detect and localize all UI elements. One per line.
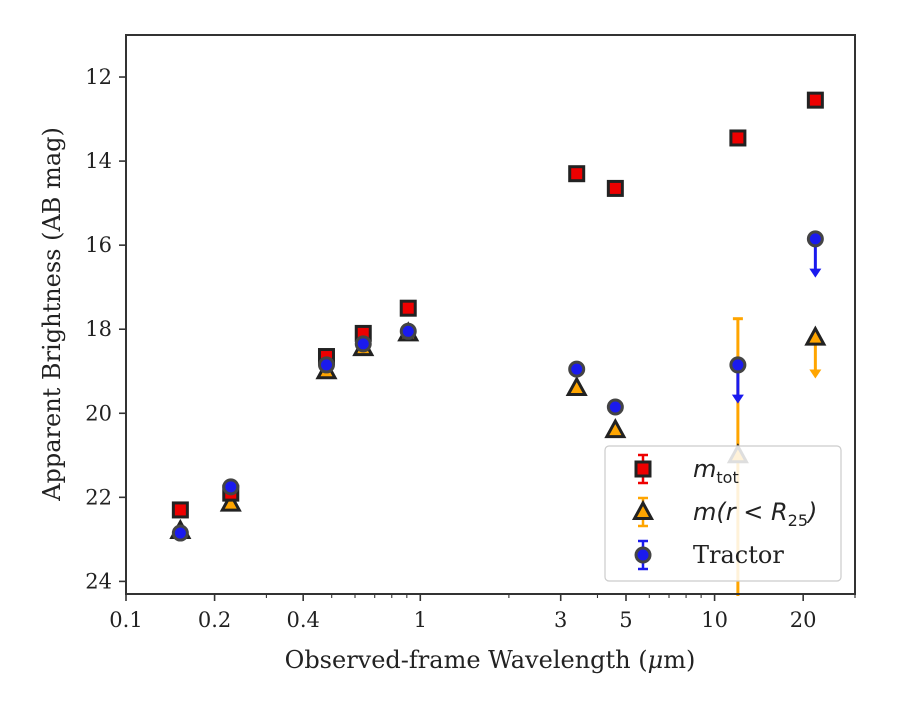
y-tick-label: 12 xyxy=(85,65,112,89)
x-tick-label: 0.4 xyxy=(286,608,319,632)
data-point-square xyxy=(806,91,824,109)
y-tick-label: 20 xyxy=(85,401,112,425)
data-point-circle xyxy=(729,356,747,374)
data-point-circle xyxy=(171,524,189,542)
plot-frame xyxy=(125,34,856,595)
upper-limit-arrow xyxy=(731,394,744,404)
data-point-triangle xyxy=(219,491,242,512)
upper-limit-arrow xyxy=(809,369,822,379)
data-point-circle xyxy=(317,356,335,374)
data-point-circle xyxy=(568,360,586,378)
legend-label-tractor: Tractor xyxy=(693,541,784,569)
data-point-square xyxy=(606,179,624,197)
data-point-square xyxy=(729,129,747,147)
data-point-triangle xyxy=(804,325,827,346)
data-point-square xyxy=(568,165,586,183)
x-tick-label: 10 xyxy=(701,608,728,632)
x-tick-label: 20 xyxy=(790,608,817,632)
legend-marker-triangle xyxy=(631,499,655,520)
legend-entry-mr25: m(r < R25) xyxy=(631,496,817,530)
legend-entry-tractor: Tractor xyxy=(634,539,784,571)
series-tractor xyxy=(171,230,824,542)
data-point-square xyxy=(171,501,189,519)
y-tick-label: 14 xyxy=(85,149,112,173)
x-axis-label: Observed-frame Wavelength (μm) xyxy=(285,646,696,674)
legend-label-mr25: m(r < R25) xyxy=(693,498,817,530)
legend-box xyxy=(604,445,842,582)
x-tick-label: 0.1 xyxy=(109,608,142,632)
legend-marker-circle xyxy=(634,546,652,564)
legend-entry-mtot: mtot xyxy=(634,453,739,487)
data-point-circle xyxy=(806,230,824,248)
data-point-square xyxy=(399,299,417,317)
y-tick-label: 24 xyxy=(85,569,112,593)
x-axis-ticks: 0.1 0.2 0.4 1 3 5 10 20 xyxy=(109,594,856,632)
data-point-circle xyxy=(222,478,240,496)
y-tick-label: 22 xyxy=(85,485,112,509)
x-tick-label: 3 xyxy=(554,608,567,632)
x-tick-label: 5 xyxy=(619,608,632,632)
data-point-triangle xyxy=(565,375,588,397)
y-tick-label: 18 xyxy=(85,317,112,341)
legend: mtot m(r < R25) Tractor xyxy=(604,445,842,582)
x-tick-label: 1 xyxy=(414,608,427,632)
upper-limit-arrow xyxy=(809,268,822,278)
legend-marker-square xyxy=(634,460,652,478)
y-axis-ticks: 12 14 16 18 20 22 24 xyxy=(85,65,126,593)
data-point-triangle xyxy=(604,417,627,439)
legend-label-mtot: mtot xyxy=(693,455,739,487)
y-axis-label: Apparent Brightness (AB mag) xyxy=(38,127,66,502)
y-tick-label: 16 xyxy=(85,233,112,257)
x-tick-label: 0.2 xyxy=(198,608,231,632)
data-point-circle xyxy=(399,322,417,340)
data-point-circle xyxy=(606,398,624,416)
data-point-circle xyxy=(354,335,372,353)
